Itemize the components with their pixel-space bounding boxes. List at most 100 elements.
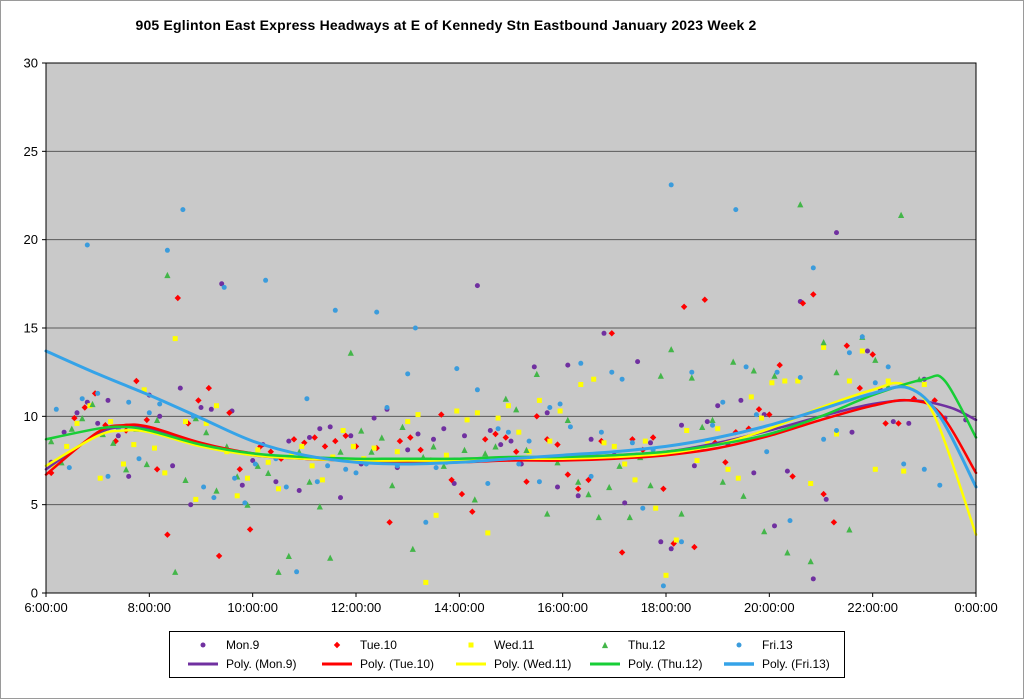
data-point (105, 397, 111, 403)
data-point (283, 484, 289, 490)
data-point (201, 484, 207, 490)
legend-item-mon-9: Mon.9 (170, 638, 304, 652)
legend-item-poly-thu-12-: Poly. (Thu.12) (572, 657, 706, 671)
data-point (776, 361, 783, 369)
data-point (203, 420, 209, 426)
data-point (821, 344, 827, 350)
data-point (588, 436, 594, 442)
data-point (872, 356, 879, 363)
data-point (544, 510, 551, 517)
data-point (469, 508, 476, 515)
data-point (575, 493, 581, 499)
data-point (405, 447, 411, 453)
data-point (784, 549, 791, 556)
data-point (498, 442, 504, 448)
data-point (885, 378, 891, 384)
y-axis-label: 15 (24, 321, 38, 336)
data-point (635, 359, 641, 365)
x-axis-label: 0:00:00 (954, 600, 997, 615)
diamond-marker-icon (333, 641, 341, 648)
legend-row-trendlines: Poly. (Mon.9) Poly. (Tue.10) Poly. (Wed.11… (170, 657, 844, 671)
data-point (474, 283, 480, 289)
data-point (250, 458, 256, 463)
data-point (642, 438, 648, 444)
data-point (482, 450, 489, 457)
data-point (389, 482, 396, 489)
data-point (567, 424, 573, 430)
data-point (133, 377, 140, 385)
data-point (622, 461, 628, 467)
data-point (502, 434, 509, 441)
data-point (95, 420, 101, 426)
data-point (830, 519, 838, 526)
data-point (244, 501, 251, 508)
data-point (608, 330, 615, 337)
data-point (267, 448, 274, 455)
plot-border (45, 62, 977, 594)
data-point (680, 303, 688, 310)
data-point (487, 428, 493, 433)
data-point (688, 374, 695, 381)
data-point (492, 443, 499, 450)
legend-label: Poly. (Tue.10) (360, 657, 435, 672)
data-point (869, 351, 876, 358)
data-point (172, 568, 179, 575)
data-point (203, 429, 210, 436)
x-axis-label: 12:00:00 (331, 600, 382, 615)
data-point (316, 503, 323, 510)
data-point (679, 539, 684, 545)
data-point (502, 395, 509, 402)
data-point (319, 477, 325, 483)
data-point (901, 468, 907, 474)
data-point (198, 405, 204, 410)
data-point (725, 466, 731, 472)
data-point (74, 410, 80, 416)
data-point (743, 364, 749, 370)
data-point (205, 384, 212, 392)
data-point (679, 422, 684, 428)
data-point (79, 415, 86, 422)
data-point (755, 406, 763, 413)
data-point (753, 412, 759, 418)
data-point (394, 449, 400, 455)
data-point (720, 399, 726, 405)
data-point (342, 432, 349, 439)
data-point (834, 431, 839, 437)
data-point (399, 423, 406, 430)
data-point (516, 461, 522, 467)
data-point (648, 440, 653, 446)
data-point (200, 642, 206, 648)
data-point (660, 583, 666, 589)
data-point (182, 476, 189, 483)
trendline-swatch-icon (188, 662, 218, 666)
legend-label: Poly. (Fri.13) (762, 657, 830, 672)
data-point (307, 435, 312, 440)
data-point (234, 493, 240, 499)
data-point (668, 182, 674, 188)
data-point (374, 309, 380, 315)
data-point (821, 436, 827, 442)
data-point (48, 438, 55, 445)
data-point (153, 466, 161, 473)
data-point (239, 482, 245, 488)
data-point (348, 433, 354, 439)
data-point (846, 350, 852, 356)
legend-item-wed-11: Wed.11 (438, 638, 572, 652)
data-point (79, 396, 85, 402)
data-point (412, 325, 418, 331)
chart-title: 905 Eglinton East Express Headways at E … (135, 17, 757, 33)
data-point (409, 545, 416, 552)
data-point (730, 358, 737, 365)
data-point (715, 426, 721, 432)
data-point (547, 405, 553, 410)
data-point (286, 438, 292, 444)
data-point (611, 443, 617, 449)
legend-item-fri-13: Fri.13 (706, 638, 840, 652)
data-point (921, 382, 927, 387)
data-point (192, 415, 199, 422)
data-point (834, 428, 839, 433)
data-point (246, 526, 254, 533)
data-point (84, 242, 90, 248)
data-point (51, 463, 57, 469)
data-point (782, 378, 788, 384)
